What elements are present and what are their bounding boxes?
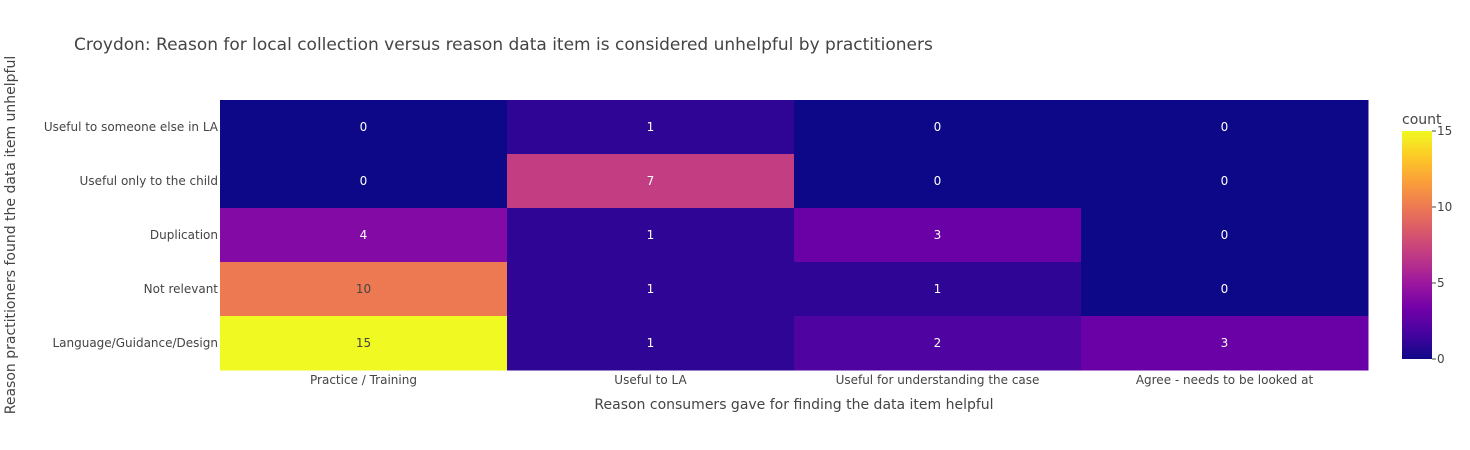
- heatmap-cell: [507, 208, 795, 263]
- heatmap-cell: [507, 154, 795, 209]
- x-tick-label: Practice / Training: [310, 373, 417, 387]
- x-tick-label: Agree - needs to be looked at: [1136, 373, 1314, 387]
- cell-value-label: 10: [356, 282, 371, 296]
- cell-value-label: 0: [1221, 282, 1229, 296]
- cell-value-label: 1: [647, 228, 655, 242]
- cell-value-label: 1: [647, 120, 655, 134]
- heatmap-cell: [220, 208, 508, 263]
- colorbar-tick-label: 10: [1437, 200, 1452, 214]
- y-tick-label: Useful only to the child: [80, 174, 218, 188]
- heatmap-cell: [1081, 316, 1369, 371]
- colorbar-ticks: 0 5 10 15: [1432, 124, 1452, 366]
- colorbar-tick-label: 15: [1437, 124, 1452, 138]
- heatmap-cell: [220, 262, 508, 317]
- y-tick-label: Useful to someone else in LA: [44, 120, 219, 134]
- cell-value-label: 1: [647, 336, 655, 350]
- heatmap-cells: [220, 100, 1369, 371]
- heatmap-cell: [794, 208, 1082, 263]
- x-tick-label: Useful to LA: [614, 373, 687, 387]
- cell-value-label: 0: [934, 174, 942, 188]
- cell-value-label: 0: [1221, 228, 1229, 242]
- heatmap-cell: [220, 100, 508, 155]
- y-axis-title: Reason practitioners found the data item…: [3, 56, 19, 414]
- heatmap-cell: [794, 316, 1082, 371]
- cell-value-label: 2: [934, 336, 942, 350]
- chart-title: Croydon: Reason for local collection ver…: [74, 35, 933, 55]
- colorbar-title: count: [1402, 112, 1442, 128]
- x-tick-label: Useful for understanding the case: [836, 373, 1040, 387]
- y-tick-label: Not relevant: [144, 282, 219, 296]
- heatmap-cell: [507, 100, 795, 155]
- x-axis-ticks: Practice / Training Useful to LA Useful fo…: [310, 373, 1313, 387]
- cell-value-label: 0: [934, 120, 942, 134]
- cell-value-label: 0: [1221, 120, 1229, 134]
- cell-value-label: 1: [934, 282, 942, 296]
- y-axis-ticks: Useful to someone else in LA Useful only …: [44, 120, 219, 350]
- heatmap-cell: [1081, 100, 1369, 155]
- cell-value-label: 0: [360, 120, 368, 134]
- heatmap-cell: [1081, 208, 1369, 263]
- y-tick-label: Language/Guidance/Design: [52, 336, 218, 350]
- heatmap-cell: [794, 100, 1082, 155]
- heatmap-cell: [794, 154, 1082, 209]
- heatmap-cell: [507, 262, 795, 317]
- colorbar: [1402, 131, 1432, 359]
- heatmap-cell: [1081, 154, 1369, 209]
- heatmap-cell-labels: 0 1 0 00 7 0 04 1 3 010 1 1 015 1 2 3: [356, 120, 1228, 350]
- heatmap-cell: [220, 154, 508, 209]
- cell-value-label: 3: [934, 228, 942, 242]
- heatmap-cell: [794, 262, 1082, 317]
- heatmap-cell: [1081, 262, 1369, 317]
- heatmap-cell: [220, 316, 508, 371]
- colorbar-tick-label: 0: [1437, 352, 1445, 366]
- cell-value-label: 1: [647, 282, 655, 296]
- cell-value-label: 0: [360, 174, 368, 188]
- heatmap-cell: [507, 316, 795, 371]
- cell-value-label: 7: [647, 174, 655, 188]
- cell-value-label: 0: [1221, 174, 1229, 188]
- cell-value-label: 4: [360, 228, 368, 242]
- colorbar-tick-label: 5: [1437, 276, 1445, 290]
- cell-value-label: 15: [356, 336, 371, 350]
- cell-value-label: 3: [1221, 336, 1229, 350]
- x-axis-title: Reason consumers gave for finding the da…: [594, 397, 993, 413]
- y-tick-label: Duplication: [150, 228, 218, 242]
